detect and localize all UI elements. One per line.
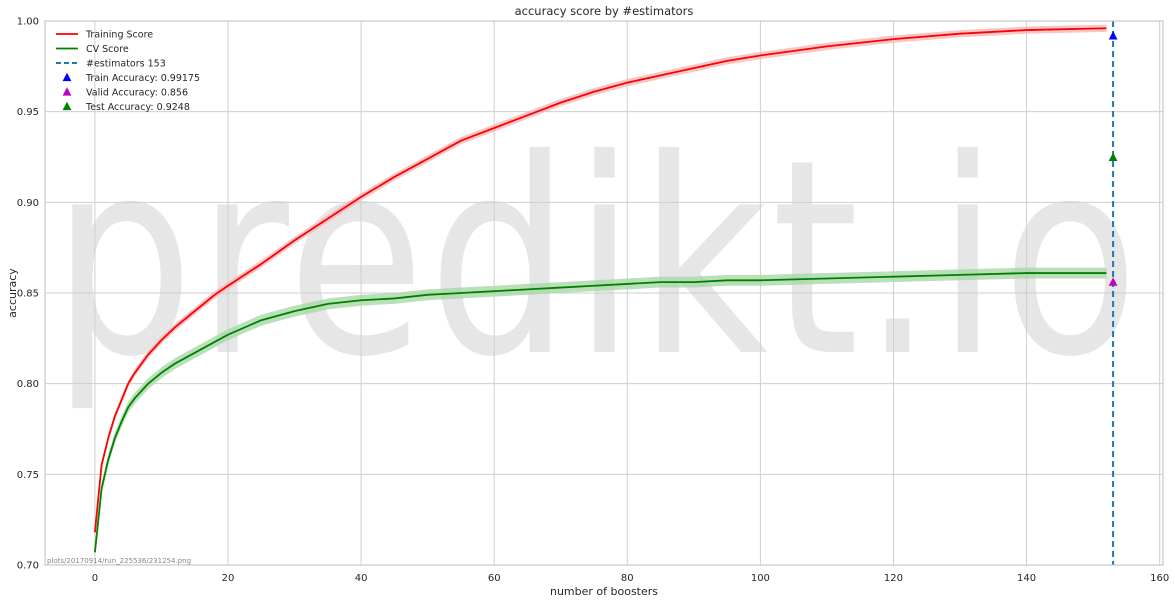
y-tick-label: 0.85 xyxy=(17,289,39,300)
legend-label-marker-0: Train Accuracy: 0.99175 xyxy=(85,73,200,84)
y-tick-label: 0.80 xyxy=(17,379,39,390)
x-tick-label: 40 xyxy=(355,573,368,584)
x-tick-label: 120 xyxy=(884,573,903,584)
legend-label-series-1: CV Score xyxy=(86,44,129,55)
legend-swatch-marker-1 xyxy=(62,87,72,96)
y-tick-label: 0.90 xyxy=(17,198,39,209)
watermark: predikt.io xyxy=(52,101,1142,416)
y-tick-label: 0.75 xyxy=(17,470,39,481)
x-tick-labels: 0 20 40 60 80 100 120 140 160 xyxy=(92,573,1169,584)
accuracy-marker-2 xyxy=(1108,152,1118,161)
series-line-1 xyxy=(94,272,1107,553)
x-tick-label: 100 xyxy=(751,573,770,584)
x-tick-label: 0 xyxy=(92,573,98,584)
series-line-0 xyxy=(94,27,1107,533)
legend-swatch-marker-0 xyxy=(62,72,72,82)
y-tick-label: 0.95 xyxy=(17,107,39,118)
x-tick-label: 160 xyxy=(1150,573,1169,584)
legend-label-marker-1: Valid Accuracy: 0.856 xyxy=(86,88,188,99)
accuracy-marker-0 xyxy=(1108,31,1118,40)
legend-label-marker-2: Test Accuracy: 0.9248 xyxy=(85,102,190,113)
y-tick-label: 1.00 xyxy=(17,17,39,28)
legend: Training Score CV Score #estimators 153 Tra… xyxy=(56,30,200,113)
plot-border xyxy=(44,20,1164,566)
x-tick-label: 20 xyxy=(222,573,235,584)
plot-file-path: plots/20170914/run_225536/231254.png xyxy=(47,557,191,565)
y-tick-label: 0.70 xyxy=(17,561,39,572)
plot-area: predikt.io xyxy=(44,20,1164,566)
series-lines xyxy=(94,27,1107,553)
y-axis-label: accuracy xyxy=(6,268,19,318)
y-tick-labels: 0.70 0.75 0.80 0.85 0.90 0.95 1.00 xyxy=(17,17,39,572)
legend-swatch-marker-2 xyxy=(62,101,72,111)
accuracy-markers xyxy=(1108,31,1118,286)
accuracy-marker-1 xyxy=(1108,277,1118,286)
x-tick-label: 140 xyxy=(1017,573,1036,584)
x-tick-label: 60 xyxy=(488,573,501,584)
legend-label-vline: #estimators 153 xyxy=(86,59,166,70)
x-tick-label: 80 xyxy=(621,573,634,584)
legend-label-series-0: Training Score xyxy=(85,30,153,41)
chart-title: accuracy score by #estimators xyxy=(515,4,694,18)
x-axis-label: number of boosters xyxy=(550,585,658,598)
